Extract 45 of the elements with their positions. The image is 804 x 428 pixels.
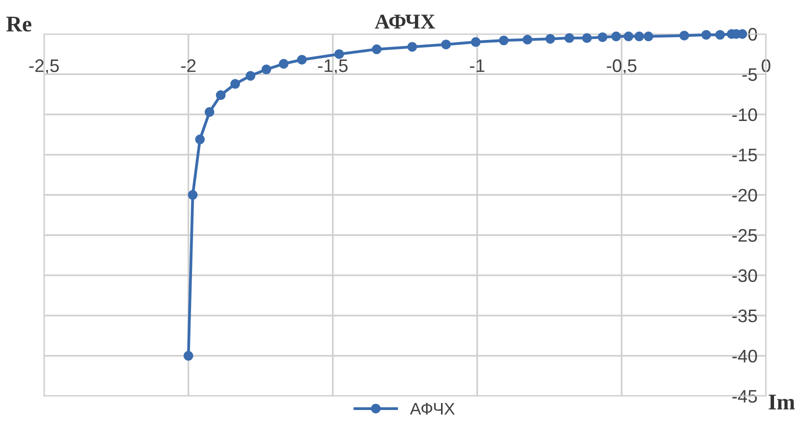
point — [216, 90, 226, 100]
point — [679, 30, 690, 40]
point — [230, 79, 240, 89]
point — [441, 40, 451, 50]
point — [195, 134, 205, 144]
chart-title: АФЧХ — [374, 14, 436, 28]
legend-label: АФЧХ — [410, 402, 455, 415]
point — [564, 33, 574, 43]
point — [644, 32, 654, 42]
y-tick-label: -40 — [732, 350, 757, 362]
point — [204, 107, 214, 117]
point — [470, 37, 481, 47]
point — [246, 70, 256, 81]
x-tick-label: -2,5 — [29, 59, 59, 74]
y-tick-label: -25 — [732, 229, 757, 242]
point — [297, 54, 307, 65]
point — [278, 58, 289, 69]
y-tick-label: -10 — [732, 108, 757, 122]
x-tick-label: -2 — [181, 59, 196, 72]
point — [715, 30, 725, 40]
x-tick-label: -0,5 — [606, 59, 636, 74]
point — [522, 34, 532, 44]
point — [188, 190, 198, 200]
point — [498, 36, 509, 46]
point — [582, 33, 592, 43]
y-tick-label: -35 — [732, 309, 757, 322]
point — [372, 44, 382, 54]
point — [545, 34, 556, 44]
point — [701, 30, 712, 40]
x-tick-label: -1,5 — [318, 60, 348, 74]
x-axis-title: Im — [768, 394, 795, 410]
y-tick-label: -5 — [742, 68, 757, 81]
point — [634, 32, 644, 42]
point — [611, 32, 621, 42]
y-tick-label: -15 — [732, 148, 757, 162]
point — [334, 49, 344, 59]
point — [184, 350, 194, 361]
point — [262, 64, 272, 74]
y-tick-label: -30 — [732, 269, 757, 282]
point — [407, 42, 418, 52]
point — [624, 32, 634, 42]
y-axis-title: Re — [6, 16, 32, 32]
y-tick-label: -20 — [732, 188, 757, 202]
x-tick-label: -1 — [470, 60, 484, 72]
point — [598, 32, 608, 42]
